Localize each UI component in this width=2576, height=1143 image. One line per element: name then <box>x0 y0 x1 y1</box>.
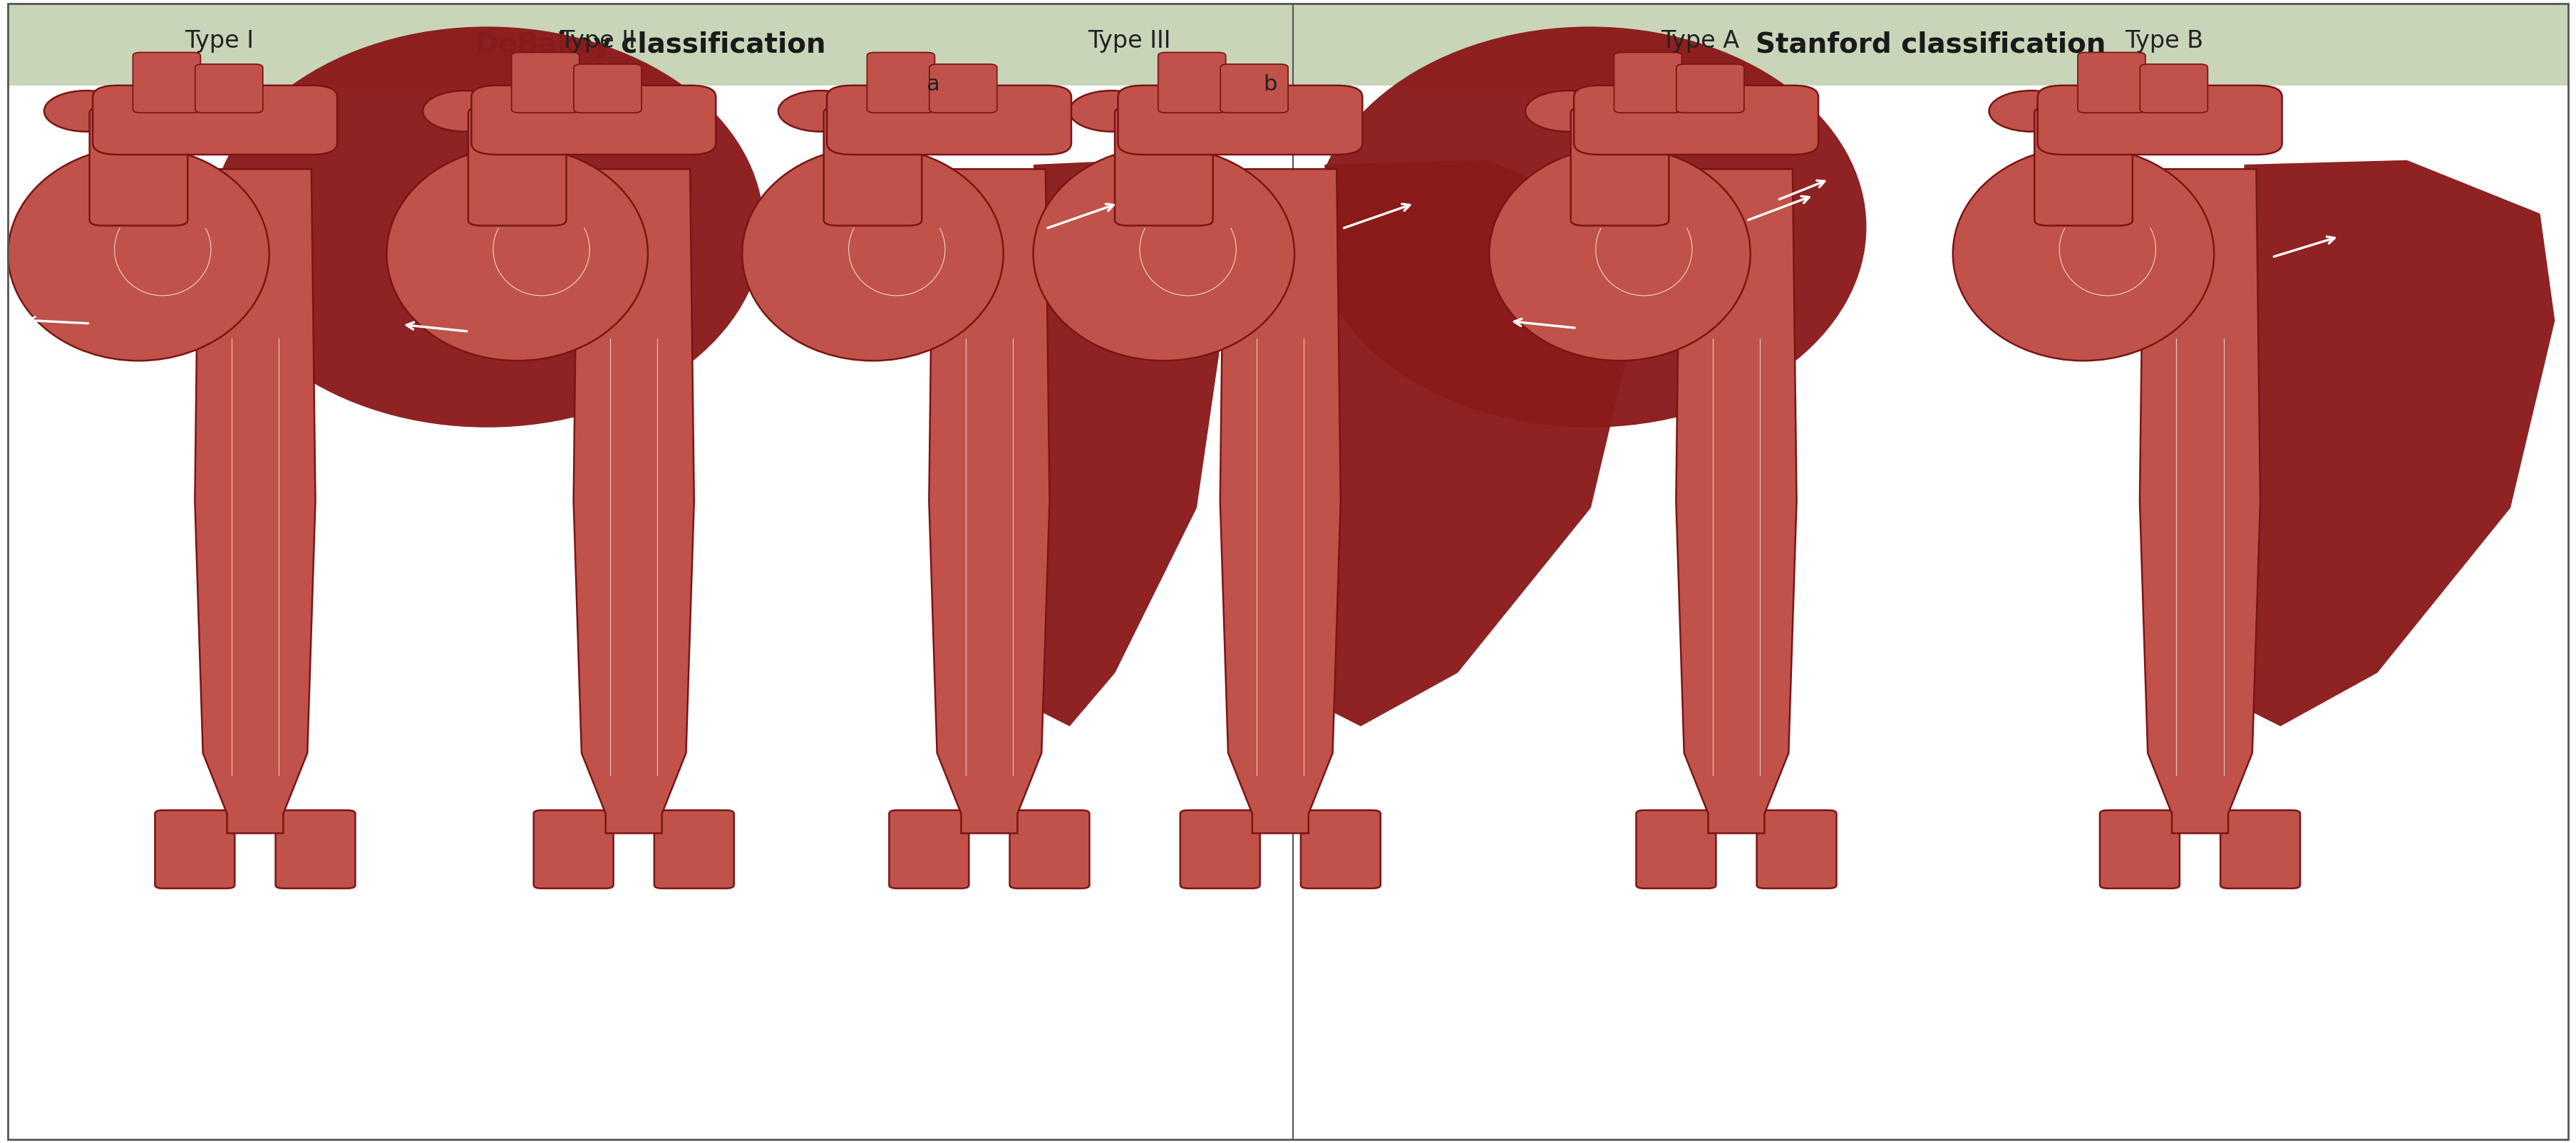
Polygon shape <box>574 169 693 833</box>
FancyBboxPatch shape <box>1180 810 1260 888</box>
FancyBboxPatch shape <box>824 107 922 225</box>
FancyBboxPatch shape <box>2141 64 2208 113</box>
FancyBboxPatch shape <box>1221 64 1288 113</box>
FancyBboxPatch shape <box>155 810 234 888</box>
Bar <box>8 3 1293 86</box>
Text: b: b <box>1262 74 1278 95</box>
Ellipse shape <box>1953 146 2213 361</box>
Text: Type I: Type I <box>185 30 252 53</box>
Text: Type B: Type B <box>2125 30 2202 53</box>
FancyBboxPatch shape <box>868 53 935 113</box>
FancyBboxPatch shape <box>1571 107 1669 225</box>
Text: DeBakey classification: DeBakey classification <box>477 31 824 58</box>
FancyBboxPatch shape <box>2221 810 2300 888</box>
FancyBboxPatch shape <box>930 64 997 113</box>
FancyBboxPatch shape <box>1301 810 1381 888</box>
FancyBboxPatch shape <box>276 810 355 888</box>
FancyBboxPatch shape <box>2038 86 2282 154</box>
FancyBboxPatch shape <box>1677 64 1744 113</box>
Ellipse shape <box>742 146 1002 361</box>
FancyBboxPatch shape <box>533 810 613 888</box>
Polygon shape <box>1677 169 1795 833</box>
Ellipse shape <box>1314 26 1868 427</box>
FancyBboxPatch shape <box>1159 53 1226 113</box>
FancyBboxPatch shape <box>471 86 716 154</box>
FancyBboxPatch shape <box>93 86 337 154</box>
FancyBboxPatch shape <box>513 53 580 113</box>
FancyBboxPatch shape <box>469 107 567 225</box>
FancyBboxPatch shape <box>2079 53 2146 113</box>
Ellipse shape <box>44 90 129 131</box>
Text: Type II: Type II <box>559 30 636 53</box>
FancyBboxPatch shape <box>90 107 188 225</box>
Polygon shape <box>1221 169 1340 833</box>
Bar <box>1293 3 2568 86</box>
Polygon shape <box>930 169 1048 833</box>
Polygon shape <box>2141 169 2259 833</box>
FancyBboxPatch shape <box>1757 810 1837 888</box>
FancyBboxPatch shape <box>1636 810 1716 888</box>
Polygon shape <box>2236 160 2555 726</box>
Ellipse shape <box>778 90 863 131</box>
FancyBboxPatch shape <box>889 810 969 888</box>
FancyBboxPatch shape <box>2099 810 2179 888</box>
FancyBboxPatch shape <box>827 86 1072 154</box>
Text: Type A: Type A <box>1662 30 1739 53</box>
Polygon shape <box>1316 160 1636 726</box>
FancyBboxPatch shape <box>1010 810 1090 888</box>
FancyBboxPatch shape <box>1615 53 1682 113</box>
FancyBboxPatch shape <box>1574 86 1819 154</box>
FancyBboxPatch shape <box>1115 107 1213 225</box>
FancyBboxPatch shape <box>1118 86 1363 154</box>
Polygon shape <box>196 169 314 833</box>
Ellipse shape <box>1069 90 1154 131</box>
FancyBboxPatch shape <box>196 64 263 113</box>
Text: Type III: Type III <box>1087 30 1172 53</box>
Ellipse shape <box>1989 90 2074 131</box>
FancyBboxPatch shape <box>134 53 201 113</box>
Text: a: a <box>925 74 940 95</box>
Ellipse shape <box>1033 146 1293 361</box>
FancyBboxPatch shape <box>574 64 641 113</box>
Text: Stanford classification: Stanford classification <box>1757 31 2105 58</box>
Ellipse shape <box>8 146 268 361</box>
Ellipse shape <box>1525 90 1610 131</box>
Ellipse shape <box>422 90 507 131</box>
Ellipse shape <box>1489 146 1752 361</box>
FancyBboxPatch shape <box>654 810 734 888</box>
FancyBboxPatch shape <box>2035 107 2133 225</box>
Ellipse shape <box>211 26 765 427</box>
Polygon shape <box>1025 160 1224 726</box>
Ellipse shape <box>386 146 649 361</box>
